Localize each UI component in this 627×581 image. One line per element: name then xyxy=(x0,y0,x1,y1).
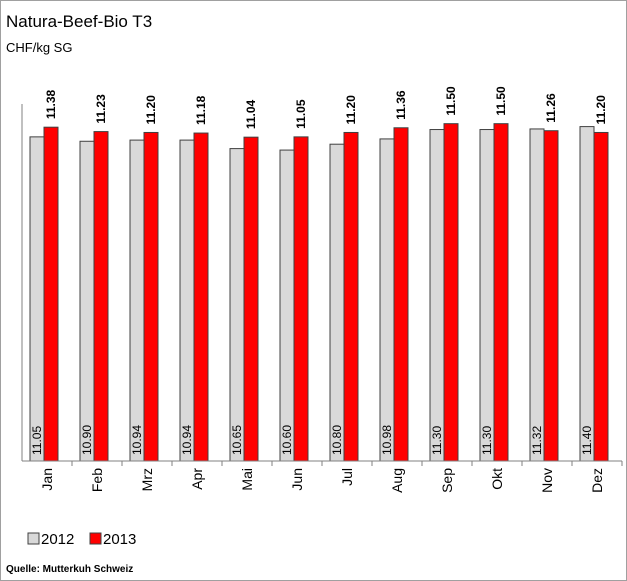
bar xyxy=(443,123,459,462)
value-label: 11.05 xyxy=(294,99,308,129)
bar xyxy=(129,139,145,462)
legend-swatch xyxy=(27,532,40,545)
bar xyxy=(493,123,509,462)
bar xyxy=(329,143,345,462)
legend-swatch xyxy=(89,532,102,545)
value-label: 11.30 xyxy=(480,426,494,455)
x-tick-label: Nov xyxy=(539,468,555,493)
value-label: 10.94 xyxy=(130,425,144,455)
bar xyxy=(429,129,445,462)
x-tick-label: Mai xyxy=(239,468,255,491)
bar xyxy=(543,130,559,462)
x-tick-label: Aug xyxy=(389,468,405,493)
bar xyxy=(479,129,495,462)
value-label: 10.98 xyxy=(380,425,394,455)
value-label: 11.50 xyxy=(494,86,508,116)
value-label: 11.50 xyxy=(444,86,458,116)
bar xyxy=(143,131,159,462)
bar xyxy=(243,136,259,462)
x-tick-label: Apr xyxy=(189,468,205,490)
value-label: 10.94 xyxy=(180,425,194,455)
bar xyxy=(93,131,109,462)
x-tick-label: Jun xyxy=(289,468,305,491)
bar xyxy=(179,139,195,462)
x-tick-label: Okt xyxy=(489,468,505,490)
legend-label: 2012 xyxy=(41,531,74,548)
value-label: 11.30 xyxy=(430,426,444,455)
bar xyxy=(579,126,595,462)
value-label: 11.36 xyxy=(394,90,408,120)
chart-subtitle: CHF/kg SG xyxy=(6,40,72,55)
bar xyxy=(279,149,295,462)
legend-label: 2013 xyxy=(103,531,136,548)
bar xyxy=(293,136,309,462)
x-tick-label: Jul xyxy=(339,468,355,486)
bar xyxy=(379,138,395,462)
bar xyxy=(29,136,45,462)
x-tick-label: Feb xyxy=(89,468,105,492)
bar xyxy=(343,131,359,462)
value-label: 11.32 xyxy=(530,426,544,455)
value-label: 11.23 xyxy=(94,94,108,124)
value-label: 11.04 xyxy=(244,99,258,129)
bar xyxy=(529,128,545,462)
value-label: 11.20 xyxy=(144,95,158,125)
value-label: 11.40 xyxy=(580,426,594,455)
value-label: 11.26 xyxy=(544,93,558,123)
bar xyxy=(393,127,409,462)
value-label: 10.60 xyxy=(280,425,294,455)
value-label: 10.80 xyxy=(330,425,344,455)
bar xyxy=(593,131,609,462)
value-label: 11.38 xyxy=(44,89,58,119)
chart-title: Natura-Beef-Bio T3 xyxy=(6,12,152,31)
bar xyxy=(43,126,59,462)
bar xyxy=(229,148,245,462)
x-tick-label: Jan xyxy=(39,468,55,491)
source: Quelle: Mutterkuh Schweiz xyxy=(6,564,133,575)
value-label: 10.65 xyxy=(230,425,244,455)
value-label: 11.20 xyxy=(594,95,608,125)
x-tick-label: Sep xyxy=(439,468,455,493)
value-label: 11.05 xyxy=(30,426,44,455)
value-label: 11.18 xyxy=(194,95,208,125)
value-label: 10.90 xyxy=(80,425,94,455)
x-tick-label: Mrz xyxy=(139,468,155,491)
x-tick-label: Dez xyxy=(589,468,605,493)
bar xyxy=(193,132,209,462)
value-label: 11.20 xyxy=(344,95,358,125)
bar xyxy=(79,140,95,462)
